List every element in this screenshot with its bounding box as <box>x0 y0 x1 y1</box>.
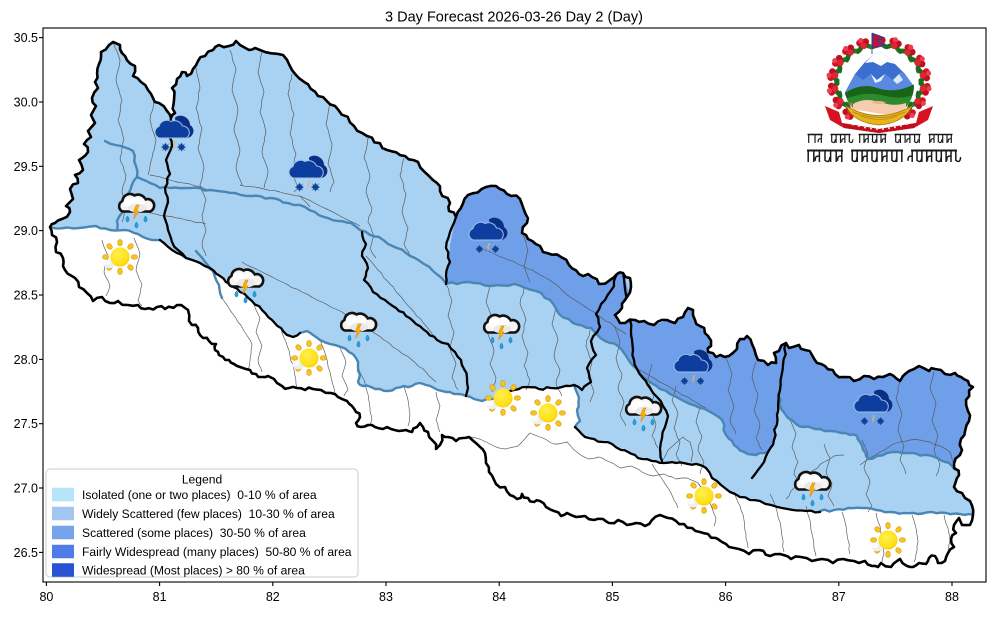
svg-text:Scattered (some places) 30-50: Scattered (some places) 30-50 % of area <box>82 526 306 540</box>
svg-text:28.5: 28.5 <box>14 289 38 303</box>
svg-text:83: 83 <box>379 590 393 604</box>
svg-text:Fairly Widespread (many places: Fairly Widespread (many places) 50-80 % … <box>82 545 352 559</box>
svg-text:30.0: 30.0 <box>14 96 38 110</box>
svg-text:81: 81 <box>153 590 167 604</box>
svg-text:87: 87 <box>832 590 846 604</box>
svg-text:28.0: 28.0 <box>14 353 38 367</box>
svg-text:26.5: 26.5 <box>14 546 38 560</box>
svg-text:27.0: 27.0 <box>14 482 38 496</box>
svg-text:80: 80 <box>39 590 53 604</box>
svg-text:30.5: 30.5 <box>14 31 38 45</box>
svg-text:27.5: 27.5 <box>14 417 38 431</box>
svg-text:88: 88 <box>945 590 959 604</box>
svg-text:Widely Scattered (few places): Widely Scattered (few places) 10-30 % of… <box>82 507 335 521</box>
svg-text:29.5: 29.5 <box>14 160 38 174</box>
svg-text:Isolated (one or two places): Isolated (one or two places) 0-10 % of a… <box>82 488 317 502</box>
svg-text:86: 86 <box>719 590 733 604</box>
svg-text:29.0: 29.0 <box>14 224 38 238</box>
svg-text:Widespread (Most places) > 80: Widespread (Most places) > 80 % of area <box>82 563 305 577</box>
svg-text:85: 85 <box>605 590 619 604</box>
svg-text:84: 84 <box>492 590 506 604</box>
svg-text:Legend: Legend <box>182 473 222 487</box>
svg-text:3 Day Forecast 2026-03-26 Day: 3 Day Forecast 2026-03-26 Day 2 (Day) <box>385 10 643 26</box>
svg-text:82: 82 <box>266 590 280 604</box>
